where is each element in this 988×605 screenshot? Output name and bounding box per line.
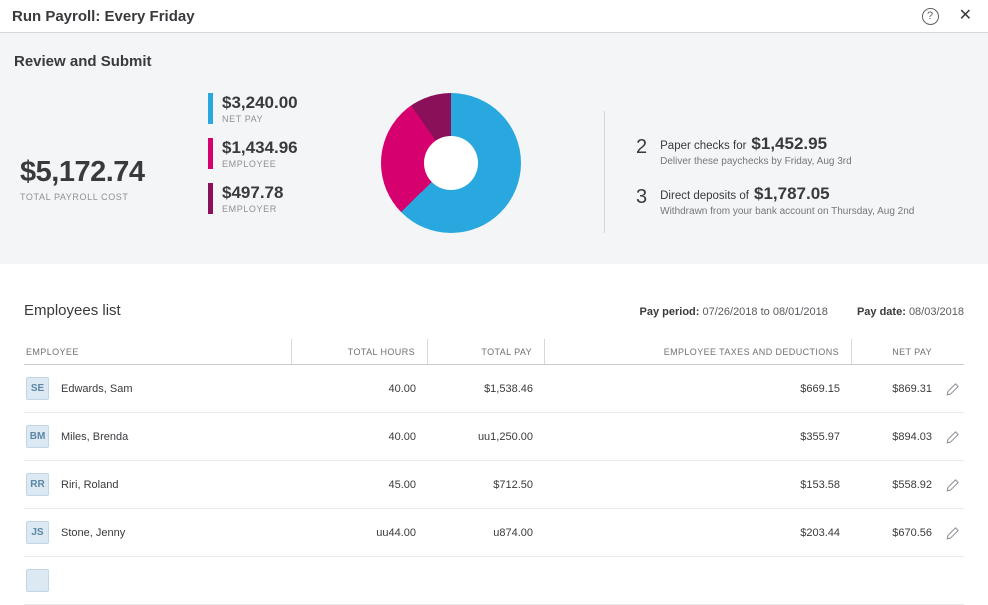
- table-row-partial: [24, 557, 964, 605]
- total-pay-value: u874.00: [493, 526, 533, 539]
- paper-checks-summary: 2 Paper checks for $1,452.95 Deliver thes…: [636, 134, 914, 167]
- total-pay-value: $712.50: [493, 478, 533, 491]
- stat-label: NET PAY: [222, 114, 264, 124]
- edit-icon[interactable]: [946, 526, 960, 540]
- page-title: Run Payroll: Every Friday: [12, 7, 195, 25]
- column-net-pay: NET PAY: [892, 346, 932, 357]
- payroll-stats: $3,240.00 NET PAY $1,434.96 EMPLOYEE $49…: [208, 93, 318, 228]
- avatar: JS: [26, 521, 49, 544]
- stat-label: EMPLOYEE: [222, 159, 277, 169]
- column-employee: EMPLOYEE: [24, 339, 292, 364]
- avatar: [26, 569, 49, 592]
- pay-date-value: 08/03/2018: [908, 306, 964, 318]
- summary-panel: Review and Submit $5,172.74 TOTAL PAYROL…: [0, 33, 988, 264]
- stat-employer-taxes: $497.78 EMPLOYER: [208, 183, 318, 214]
- pay-period-label: Pay period:: [639, 306, 700, 318]
- stat-employee-taxes: $1,434.96 EMPLOYEE: [208, 138, 318, 169]
- employees-section: Employees list Pay period: 07/26/2018 to…: [0, 264, 988, 605]
- pay-period-value: 07/26/2018 to 08/01/2018: [702, 306, 828, 318]
- total-pay-value: $1,538.46: [484, 382, 533, 395]
- total-payroll-label: TOTAL PAYROLL COST: [20, 192, 129, 202]
- employee-name: Stone, Jenny: [61, 526, 126, 539]
- paper-checks-prefix: Paper checks for: [660, 140, 747, 152]
- net-pay-value: $869.31: [892, 382, 932, 395]
- stat-net-pay: $3,240.00 NET PAY: [208, 93, 318, 124]
- column-total-hours: TOTAL HOURS: [292, 339, 428, 364]
- total-hours-value: uu44.00: [376, 526, 416, 539]
- direct-deposits-count: 3: [636, 186, 648, 208]
- title-bar: Run Payroll: Every Friday ? ✕: [0, 0, 988, 33]
- close-icon[interactable]: ✕: [958, 7, 972, 24]
- payroll-donut-chart: [381, 93, 521, 233]
- total-hours-value: 40.00: [388, 382, 416, 395]
- total-payroll-amount: $5,172.74: [20, 156, 145, 188]
- employee-name: Miles, Brenda: [61, 430, 129, 443]
- pay-date-label: Pay date:: [856, 306, 906, 318]
- vertical-divider: [604, 111, 605, 233]
- total-pay-value: uu1,250.00: [477, 430, 533, 443]
- total-hours-value: 45.00: [388, 478, 416, 491]
- stat-amount: $3,240.00: [222, 93, 298, 112]
- taxes-deductions-value: $153.58: [800, 478, 840, 491]
- paper-checks-note: Deliver these paychecks by Friday, Aug 3…: [660, 156, 852, 167]
- total-hours-value: 40.00: [388, 430, 416, 443]
- taxes-deductions-value: $355.97: [800, 430, 840, 443]
- avatar: RR: [26, 473, 49, 496]
- net-pay-value: $670.56: [892, 526, 932, 539]
- employee-name: Riri, Roland: [61, 478, 119, 491]
- pay-period-info: Pay period: 07/26/2018 to 08/01/2018 Pay…: [640, 306, 964, 318]
- column-total-pay: TOTAL PAY: [428, 339, 545, 364]
- paper-checks-amount: $1,452.95: [751, 134, 828, 153]
- stat-amount: $497.78: [222, 183, 284, 202]
- help-icon[interactable]: ?: [921, 7, 939, 25]
- column-taxes-deductions: EMPLOYEE TAXES AND DEDUCTIONS: [545, 339, 852, 364]
- taxes-deductions-value: $203.44: [800, 526, 840, 539]
- employee-table-body: SE Edwards, Sam 40.00 $1,538.46 $669.15 …: [24, 365, 964, 557]
- stat-label: EMPLOYER: [222, 204, 277, 214]
- table-header: EMPLOYEE TOTAL HOURS TOTAL PAY EMPLOYEE …: [24, 339, 964, 365]
- edit-icon[interactable]: [946, 430, 960, 444]
- table-row: BM Miles, Brenda 40.00 uu1,250.00 $355.9…: [24, 413, 964, 461]
- net-pay-value: $894.03: [892, 430, 932, 443]
- employee-name: Edwards, Sam: [61, 382, 133, 395]
- avatar: BM: [26, 425, 49, 448]
- table-row: JS Stone, Jenny uu44.00 u874.00 $203.44 …: [24, 509, 964, 557]
- direct-deposits-note: Withdrawn from your bank account on Thur…: [660, 206, 915, 217]
- taxes-deductions-value: $669.15: [800, 382, 840, 395]
- paper-checks-count: 2: [636, 136, 648, 158]
- avatar: SE: [26, 377, 49, 400]
- total-payroll-cost: $5,172.74 TOTAL PAYROLL COST: [20, 156, 208, 202]
- direct-deposits-summary: 3 Direct deposits of $1,787.05 Withdrawn …: [636, 184, 914, 217]
- review-submit-heading: Review and Submit: [14, 53, 152, 70]
- net-pay-value: $558.92: [892, 478, 932, 491]
- title-bar-icons: ? ✕: [921, 7, 972, 25]
- direct-deposits-amount: $1,787.05: [753, 184, 830, 203]
- employees-list-heading: Employees list: [24, 302, 121, 319]
- edit-icon[interactable]: [946, 478, 960, 492]
- direct-deposits-prefix: Direct deposits of: [660, 190, 749, 202]
- table-row: SE Edwards, Sam 40.00 $1,538.46 $669.15 …: [24, 365, 964, 413]
- employees-table: EMPLOYEE TOTAL HOURS TOTAL PAY EMPLOYEE …: [24, 339, 964, 605]
- stat-amount: $1,434.96: [222, 138, 298, 157]
- column-actions: [934, 339, 964, 364]
- edit-icon[interactable]: [946, 382, 960, 396]
- payment-methods: 2 Paper checks for $1,452.95 Deliver thes…: [636, 134, 914, 217]
- table-row: RR Riri, Roland 45.00 $712.50 $153.58 $5…: [24, 461, 964, 509]
